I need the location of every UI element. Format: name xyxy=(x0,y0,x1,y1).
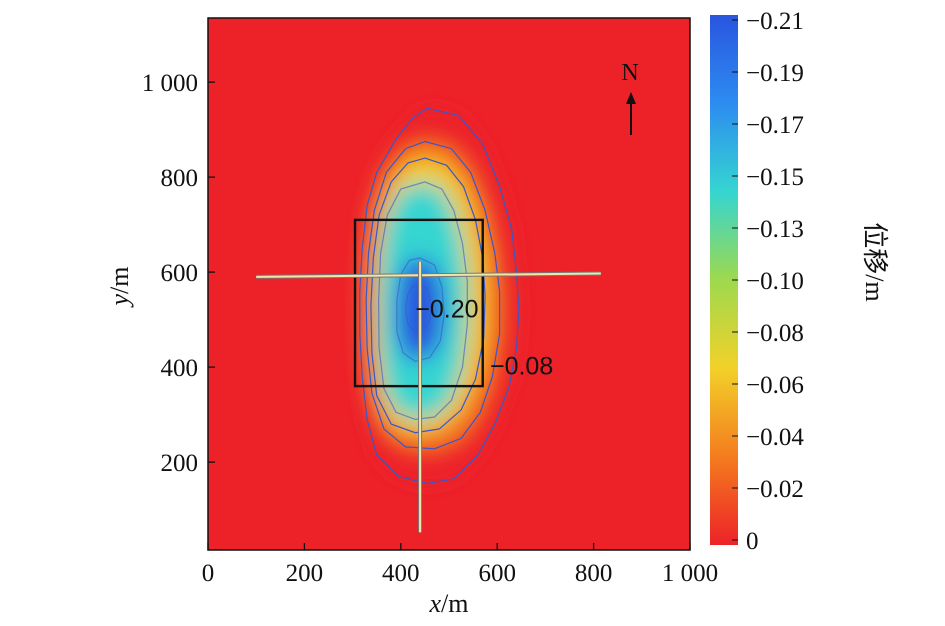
y-tick-label: 400 xyxy=(161,355,199,382)
contour-line-3 xyxy=(377,181,468,421)
contour-line-2 xyxy=(370,157,486,434)
contour-annotations: −0.20 −0.08 xyxy=(415,295,553,380)
contour-label: −0.08 xyxy=(490,352,553,380)
y-tick-label: 800 xyxy=(161,165,199,192)
x-tick-label: 400 xyxy=(382,560,420,587)
colorbar-tick-label: −0.04 xyxy=(746,424,804,451)
colorbar-tick-label: −0.08 xyxy=(746,320,804,347)
colorbar-tick-label: −0.10 xyxy=(746,268,804,295)
contour-line-1 xyxy=(365,140,501,450)
plot-area: 0 200 400 600 800 1 000 200 400 600 800 1 000 −0.… xyxy=(142,17,718,587)
north-arrow: N xyxy=(621,60,639,135)
colorbar: −0.21 −0.19 −0.17 −0.15 −0.13 −0.10 −0.08 −0.06… xyxy=(710,8,889,555)
colorbar-tick-label: −0.17 xyxy=(746,112,804,139)
field-bands xyxy=(359,108,519,484)
colorbar-tick-label: 0 xyxy=(746,528,759,555)
x-tick-label: 600 xyxy=(478,560,516,587)
x-tick-label: 1 000 xyxy=(662,560,718,587)
contour-line-5 xyxy=(404,283,432,333)
y-tick-label: 600 xyxy=(161,260,199,287)
y-axis-title: y/m xyxy=(105,267,134,309)
contour-line-0 xyxy=(359,107,520,485)
plot-frame xyxy=(207,17,691,551)
x-tick-label: 200 xyxy=(286,560,324,587)
contour-label: −0.20 xyxy=(415,295,478,323)
contour-lines xyxy=(359,107,520,485)
x-axis-title: x/m xyxy=(429,589,469,618)
x-axis: 0 200 400 600 800 1 000 xyxy=(202,543,718,587)
colorbar-tick-label: −0.13 xyxy=(746,216,804,243)
y-tick-label: 200 xyxy=(161,450,199,477)
colorbar-tick-label: −0.15 xyxy=(746,164,804,191)
colorbar-tick-label: −0.21 xyxy=(746,8,804,35)
north-label: N xyxy=(621,60,638,86)
survey-line-0 xyxy=(256,272,601,278)
y-axis: 200 400 600 800 1 000 xyxy=(142,70,215,477)
colorbar-tick-label: −0.02 xyxy=(746,476,804,503)
colorbar-tick-label: −0.19 xyxy=(746,60,804,87)
colorbar-ticks: −0.21 −0.19 −0.17 −0.15 −0.13 −0.10 −0.08 −0.06… xyxy=(732,8,804,555)
y-tick-label: 1 000 xyxy=(142,70,198,97)
x-tick-label: 0 xyxy=(202,560,215,587)
x-tick-label: 800 xyxy=(575,560,613,587)
north-arrow-head xyxy=(626,92,636,104)
overlays xyxy=(256,218,601,533)
displacement-field xyxy=(359,108,519,484)
colorbar-tick-label: −0.06 xyxy=(746,372,804,399)
colorbar-title: 位移/m xyxy=(860,222,889,301)
